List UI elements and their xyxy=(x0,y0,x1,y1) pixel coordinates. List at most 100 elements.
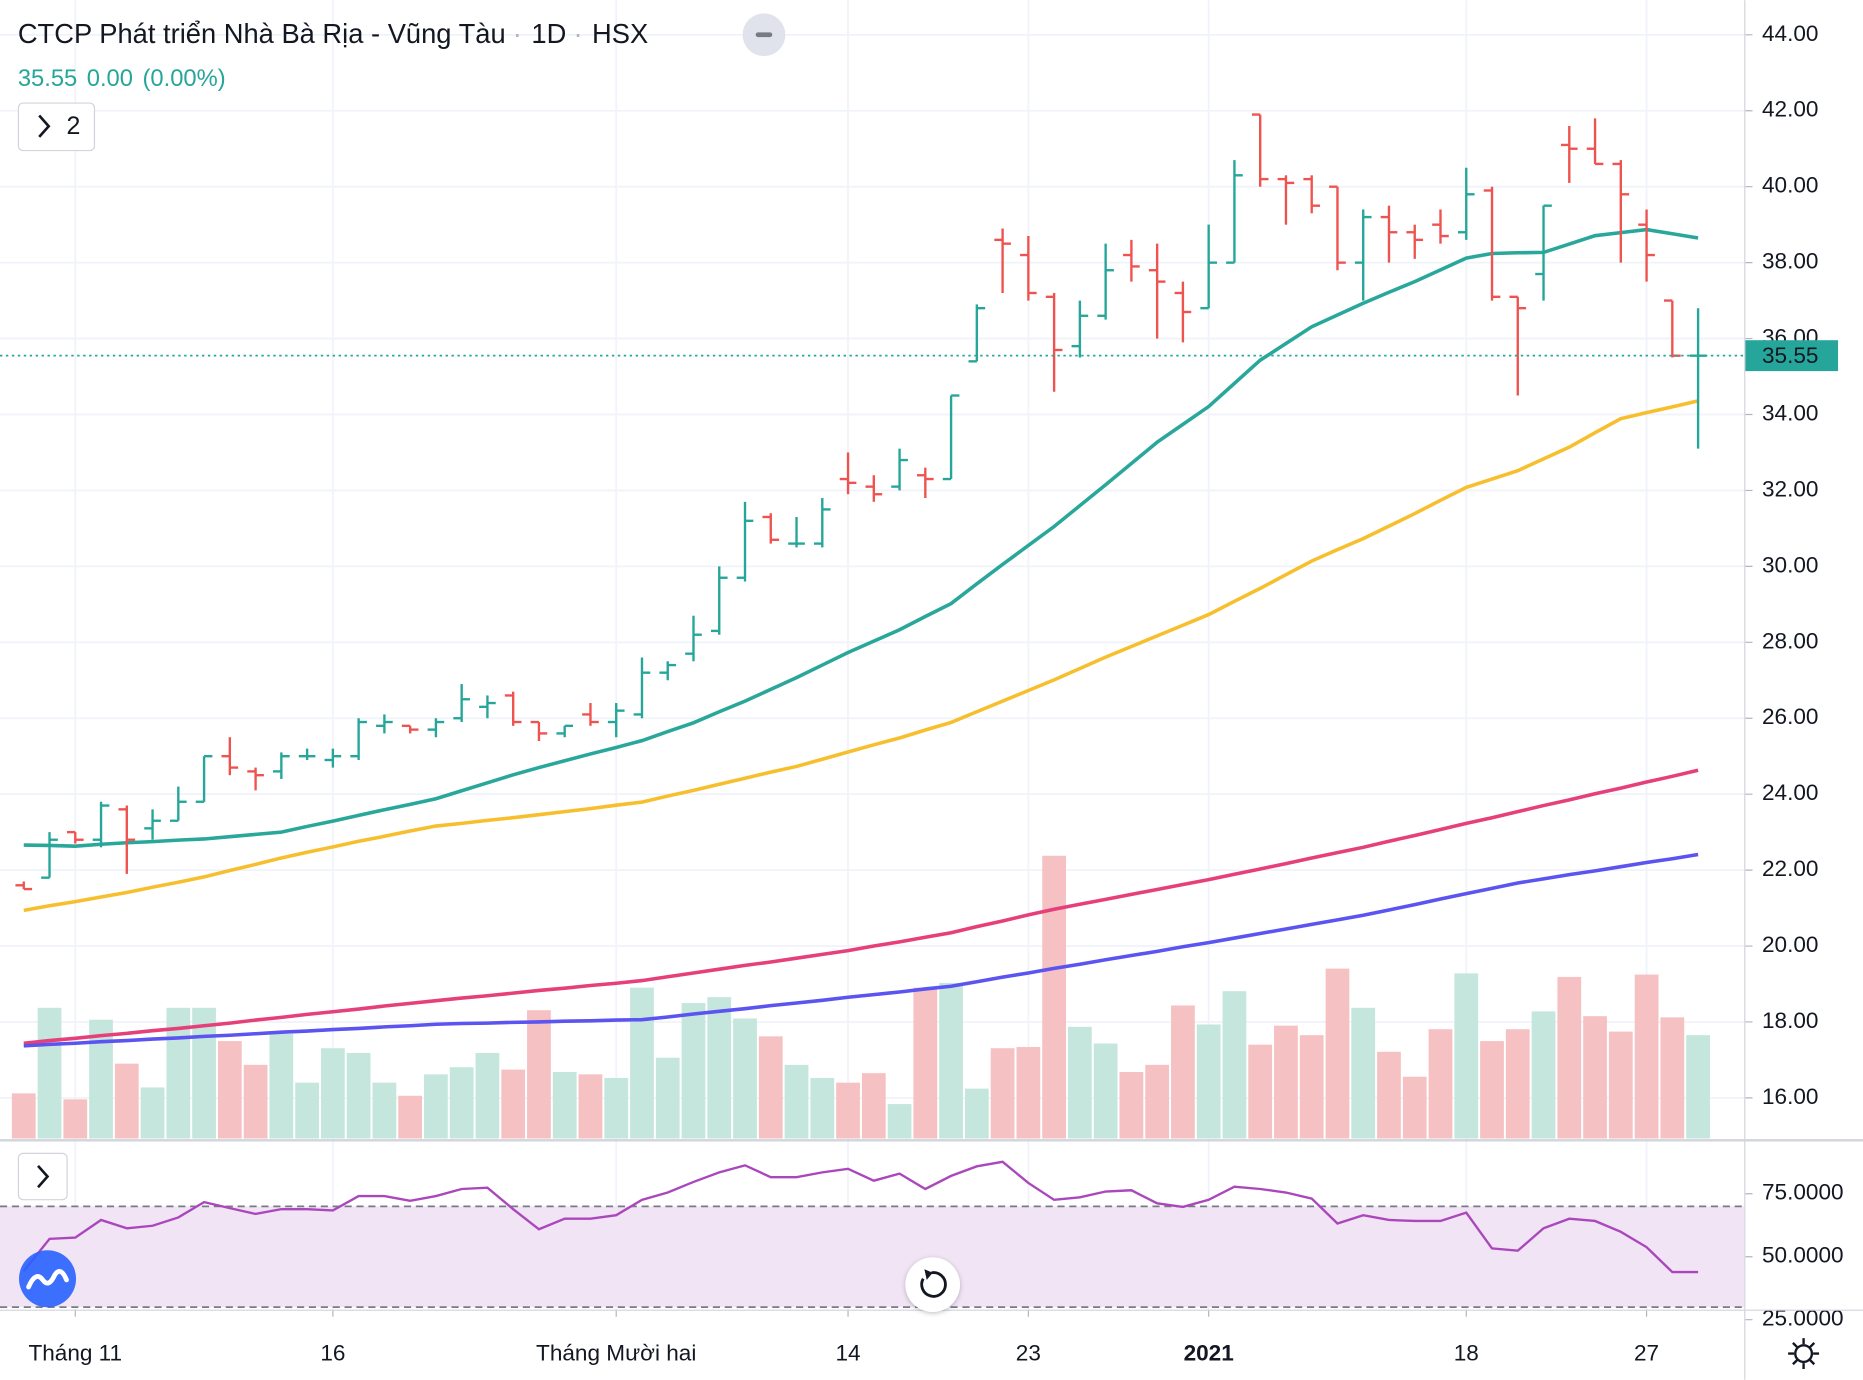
y-tick-label: 18.00 xyxy=(1762,1008,1818,1033)
volume-bar xyxy=(630,987,654,1139)
volume-pane xyxy=(11,855,1710,1139)
volume-bar xyxy=(1660,1017,1685,1139)
volume-bar xyxy=(114,1063,139,1139)
change-percent: (0.00%) xyxy=(143,65,226,92)
volume-bar xyxy=(1583,1016,1607,1139)
chevron-icon xyxy=(37,1164,50,1189)
x-tick-label: 16 xyxy=(320,1341,345,1366)
minus-icon xyxy=(755,32,773,38)
volume-bar xyxy=(836,1082,860,1139)
last-price: 35.55 xyxy=(0,340,1839,372)
y-tick-label: 20.00 xyxy=(1762,932,1818,957)
volume-bar xyxy=(810,1077,835,1139)
volume-bar xyxy=(964,1088,989,1139)
volume-bar xyxy=(1196,1024,1221,1139)
volume-bar xyxy=(398,1095,423,1139)
y-tick-label: 26.00 xyxy=(1762,704,1818,729)
volume-bar xyxy=(1067,1026,1092,1139)
x-tick-label: Tháng Mười hai xyxy=(536,1341,696,1366)
settings-icon[interactable] xyxy=(1794,1344,1814,1364)
separator: · xyxy=(513,18,522,49)
ma-lines xyxy=(23,227,1699,1048)
volume-bar xyxy=(1402,1076,1427,1139)
volume-bar xyxy=(604,1077,629,1139)
y-tick-label: 24.00 xyxy=(1762,780,1818,805)
volume-bar xyxy=(707,997,732,1139)
separator: · xyxy=(573,18,582,49)
rsi-tick-label: 75.0000 xyxy=(1762,1180,1844,1205)
y-tick-label: 38.00 xyxy=(1762,249,1818,274)
volume-bar xyxy=(1042,855,1066,1139)
volume-bar xyxy=(269,1033,294,1139)
y-tick-label: 30.00 xyxy=(1762,552,1818,577)
volume-bar xyxy=(1119,1071,1144,1139)
interval: 1D xyxy=(531,18,566,49)
volume-bar xyxy=(1351,1007,1376,1139)
x-tick-label: Tháng 11 xyxy=(28,1341,122,1366)
volume-bar xyxy=(63,1099,88,1139)
volume-bar xyxy=(475,1052,500,1139)
volume-bar xyxy=(1093,1043,1118,1139)
logo-wave xyxy=(26,1269,69,1290)
volume-bar xyxy=(1531,1011,1556,1139)
rsi-tick-label: 50.0000 xyxy=(1762,1243,1844,1268)
volume-bar xyxy=(1428,1029,1453,1139)
last-price-label: 35.55 xyxy=(1762,343,1818,368)
logo[interactable] xyxy=(19,1250,77,1308)
ma-line xyxy=(23,768,1699,1045)
chevron-icon xyxy=(38,114,51,138)
volume-bar xyxy=(1299,1035,1324,1139)
chart-header: CTCP Phát triển Nhà Bà Rịa - Vũng Tàu · 1D… xyxy=(18,18,648,49)
symbol-title: CTCP Phát triển Nhà Bà Rịa - Vũng Tàu xyxy=(18,18,506,49)
x-tick-label: 27 xyxy=(1634,1341,1659,1366)
volume-bar xyxy=(784,1064,809,1139)
volume-bar xyxy=(140,1087,165,1139)
volume-bar xyxy=(1016,1047,1041,1139)
settings-rays xyxy=(1788,1338,1820,1370)
volume-bar xyxy=(346,1052,371,1139)
y-tick-label: 42.00 xyxy=(1762,97,1818,122)
rsi-toggle[interactable] xyxy=(17,1152,68,1201)
rsi-line xyxy=(22,1160,1699,1274)
y-tick-label: 32.00 xyxy=(1762,476,1818,501)
volume-bar xyxy=(243,1064,268,1139)
volume-bar xyxy=(681,1003,706,1139)
rsi-pane xyxy=(0,1160,1745,1308)
volume-bar xyxy=(887,1104,912,1139)
y-tick-label: 28.00 xyxy=(1762,628,1818,653)
volume-bar xyxy=(913,987,938,1139)
time-axis: Tháng 11 16 Tháng Mười hai 14 23 2021 18 27 xyxy=(28,1309,1659,1366)
volume-bar xyxy=(217,1041,242,1139)
volume-bar xyxy=(733,1018,757,1139)
volume-bar xyxy=(1505,1029,1530,1139)
volume-bar xyxy=(1171,1005,1195,1139)
reset-button[interactable] xyxy=(905,1257,961,1312)
volume-bar xyxy=(166,1007,191,1139)
volume-bar xyxy=(449,1067,474,1139)
ma-line xyxy=(23,399,1699,913)
volume-bar xyxy=(552,1071,577,1139)
volume-bar xyxy=(89,1019,113,1139)
volume-bar xyxy=(1274,1025,1298,1139)
indicators-toggle[interactable] xyxy=(17,102,96,152)
ma-line xyxy=(23,852,1699,1048)
volume-bar xyxy=(1608,1031,1633,1139)
last-price-value: 35.55 xyxy=(18,65,77,92)
volume-bar xyxy=(372,1082,397,1139)
price-axis: 16.00 18.00 20.00 22.00 24.00 26.00 28.00 30.00… xyxy=(1745,21,1844,1331)
volume-bar xyxy=(1222,991,1247,1139)
volume-bar xyxy=(295,1082,319,1139)
x-tick-label: 2021 xyxy=(1184,1341,1234,1366)
price-change: 35.55 0.00 (0.00%) xyxy=(18,65,226,92)
volume-bar xyxy=(1454,973,1479,1139)
x-tick-label: 23 xyxy=(1016,1341,1041,1366)
volume-bar xyxy=(1634,974,1659,1139)
x-tick-label: 14 xyxy=(835,1341,860,1366)
volume-bar xyxy=(37,1007,62,1139)
volume-bar xyxy=(758,1036,783,1139)
y-tick-label: 16.00 xyxy=(1762,1084,1818,1109)
volume-bar xyxy=(1377,1051,1401,1139)
reset-icon xyxy=(920,1271,947,1298)
